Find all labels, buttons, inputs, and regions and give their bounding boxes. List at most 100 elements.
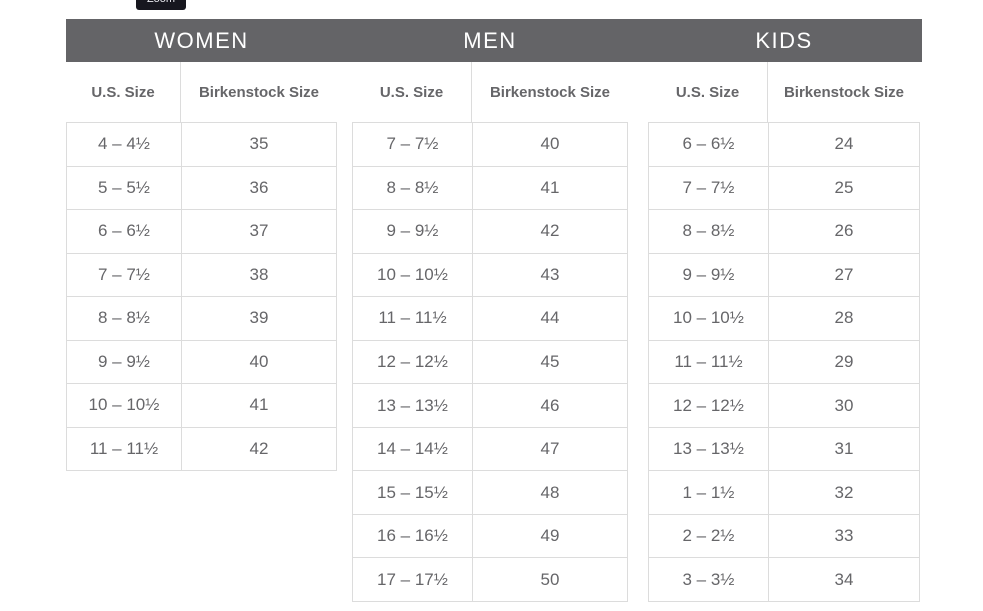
us-size-cell: 8 – 8½ xyxy=(386,177,439,197)
section-title-kids: KIDS xyxy=(755,28,813,53)
birkenstock-size-cell: 37 xyxy=(181,210,336,253)
column-header-birkenstock-size: Birkenstock Size xyxy=(471,62,628,122)
table-row: 13 – 13½ 31 xyxy=(649,426,919,471)
birkenstock-size-cell: 41 xyxy=(181,384,336,427)
table-row: 3 – 3½ 34 xyxy=(649,557,919,602)
us-size-cell: 13 – 13½ xyxy=(377,395,448,415)
us-size-cell: 12 – 12½ xyxy=(377,352,448,371)
birkenstock-size-cell: 39 xyxy=(181,297,336,340)
section-title-women: WOMEN xyxy=(154,28,249,53)
us-size-cell: 7 – 7½ xyxy=(386,134,439,154)
table-row: 7 – 7½ 38 xyxy=(67,252,336,296)
size-table-women: U.S. Size Birkenstock Size 4 – 4½ 35 5 – 5½… xyxy=(66,62,337,471)
column-header-birkenstock-size: Birkenstock Size xyxy=(180,62,337,122)
us-size-cell: 10 – 10½ xyxy=(673,308,744,328)
table-row: 4 – 4½ 35 xyxy=(67,123,336,166)
birkenstock-size-cell: 31 xyxy=(768,427,919,471)
table-row: 7 – 7½ 40 xyxy=(353,123,627,166)
birkenstock-size-cell: 35 xyxy=(181,123,336,166)
us-size-cell: 11 – 11½ xyxy=(378,308,447,328)
birkenstock-size-cell: 32 xyxy=(768,471,919,514)
us-size-cell: 6 – 6½ xyxy=(682,134,735,154)
birkenstock-size-cell: 34 xyxy=(768,558,919,602)
us-size-cell: 9 – 9½ xyxy=(98,351,150,371)
birkenstock-size-cell: 42 xyxy=(472,210,627,253)
table-row: 5 – 5½ 36 xyxy=(67,165,336,209)
table-row: 12 – 12½ 45 xyxy=(353,339,627,384)
table-row: 15 – 15½ 48 xyxy=(353,470,627,514)
table-row: 2 – 2½ 33 xyxy=(649,513,919,558)
us-size-cell: 9 – 9½ xyxy=(682,264,735,284)
birkenstock-size-cell: 29 xyxy=(768,340,919,384)
birkenstock-size-cell: 46 xyxy=(472,384,627,427)
birkenstock-size-cell: 40 xyxy=(181,340,336,383)
table-row: 11 – 11½ 44 xyxy=(353,296,627,340)
us-size-cell: 5 – 5½ xyxy=(98,177,150,197)
us-size-cell: 10 – 10½ xyxy=(377,264,448,284)
table-row: 8 – 8½ 41 xyxy=(353,165,627,210)
us-size-cell: 16 – 16½ xyxy=(377,526,448,546)
birkenstock-size-cell: 42 xyxy=(181,427,336,470)
us-size-cell: 7 – 7½ xyxy=(98,264,150,284)
table-row: 10 – 10½ 41 xyxy=(67,383,336,427)
us-size-cell: 4 – 4½ xyxy=(98,134,150,154)
table-body: 6 – 6½ 24 7 – 7½ 25 8 – 8½ 26 9 – 9½ 27 10 – 10½… xyxy=(648,122,920,602)
us-size-cell: 7 – 7½ xyxy=(682,177,735,197)
column-header-birkenstock-size: Birkenstock Size xyxy=(767,62,920,122)
zoom-tooltip: Zoom xyxy=(136,0,186,10)
table-row: 13 – 13½ 46 xyxy=(353,383,627,427)
table-row: 8 – 8½ 26 xyxy=(649,209,919,253)
birkenstock-size-cell: 44 xyxy=(472,297,627,340)
size-table-men: U.S. Size Birkenstock Size 7 – 7½ 40 8 – 8½… xyxy=(352,62,628,602)
us-size-cell: 17 – 17½ xyxy=(377,569,448,589)
birkenstock-size-cell: 30 xyxy=(768,384,919,427)
birkenstock-size-cell: 26 xyxy=(768,210,919,253)
table-row: 11 – 11½ 29 xyxy=(649,339,919,384)
column-header-us-size: U.S. Size xyxy=(379,83,444,101)
table-row: 1 – 1½ 32 xyxy=(649,470,919,514)
table-row: 9 – 9½ 42 xyxy=(353,209,627,253)
table-row: 10 – 10½ 43 xyxy=(353,252,627,297)
us-size-cell: 13 – 13½ xyxy=(673,439,744,459)
birkenstock-size-cell: 47 xyxy=(472,427,627,471)
us-size-cell: 10 – 10½ xyxy=(88,395,160,415)
table-header-row: U.S. Size Birkenstock Size xyxy=(352,62,628,122)
birkenstock-size-cell: 45 xyxy=(472,340,627,384)
table-header-row: U.S. Size Birkenstock Size xyxy=(648,62,920,122)
birkenstock-size-cell: 24 xyxy=(768,123,919,166)
table-row: 7 – 7½ 25 xyxy=(649,165,919,210)
us-size-cell: 1 – 1½ xyxy=(682,482,735,502)
birkenstock-size-cell: 27 xyxy=(768,253,919,297)
birkenstock-size-cell: 25 xyxy=(768,166,919,210)
table-row: 9 – 9½ 27 xyxy=(649,252,919,297)
table-row: 8 – 8½ 39 xyxy=(67,296,336,340)
table-row: 14 – 14½ 47 xyxy=(353,426,627,471)
column-header-us-size: U.S. Size xyxy=(675,83,740,101)
birkenstock-size-cell: 41 xyxy=(472,166,627,210)
us-size-cell: 8 – 8½ xyxy=(682,221,735,241)
birkenstock-size-cell: 38 xyxy=(181,253,336,296)
table-body: 7 – 7½ 40 8 – 8½ 41 9 – 9½ 42 10 – 10½ 43 11 – 1… xyxy=(352,122,628,602)
column-header-us-size: U.S. Size xyxy=(91,83,155,101)
section-title-men: MEN xyxy=(463,28,517,53)
us-size-cell: 3 – 3½ xyxy=(682,569,735,589)
birkenstock-size-cell: 33 xyxy=(768,514,919,558)
us-size-cell: 2 – 2½ xyxy=(682,526,735,546)
table-row: 6 – 6½ 24 xyxy=(649,123,919,166)
us-size-cell: 12 – 12½ xyxy=(673,395,744,415)
us-size-cell: 15 – 15½ xyxy=(377,482,448,502)
birkenstock-size-cell: 43 xyxy=(472,253,627,297)
birkenstock-size-cell: 50 xyxy=(472,558,627,602)
us-size-cell: 6 – 6½ xyxy=(98,221,150,241)
table-row: 6 – 6½ 37 xyxy=(67,209,336,253)
us-size-cell: 11 – 11½ xyxy=(89,438,159,458)
birkenstock-size-cell: 48 xyxy=(472,471,627,514)
table-row: 16 – 16½ 49 xyxy=(353,513,627,558)
table-row: 12 – 12½ 30 xyxy=(649,383,919,427)
size-table-kids: U.S. Size Birkenstock Size 6 – 6½ 24 7 – 7½… xyxy=(648,62,920,602)
us-size-cell: 11 – 11½ xyxy=(674,352,743,371)
us-size-cell: 9 – 9½ xyxy=(386,221,439,241)
us-size-cell: 14 – 14½ xyxy=(377,439,448,459)
table-row: 9 – 9½ 40 xyxy=(67,339,336,383)
